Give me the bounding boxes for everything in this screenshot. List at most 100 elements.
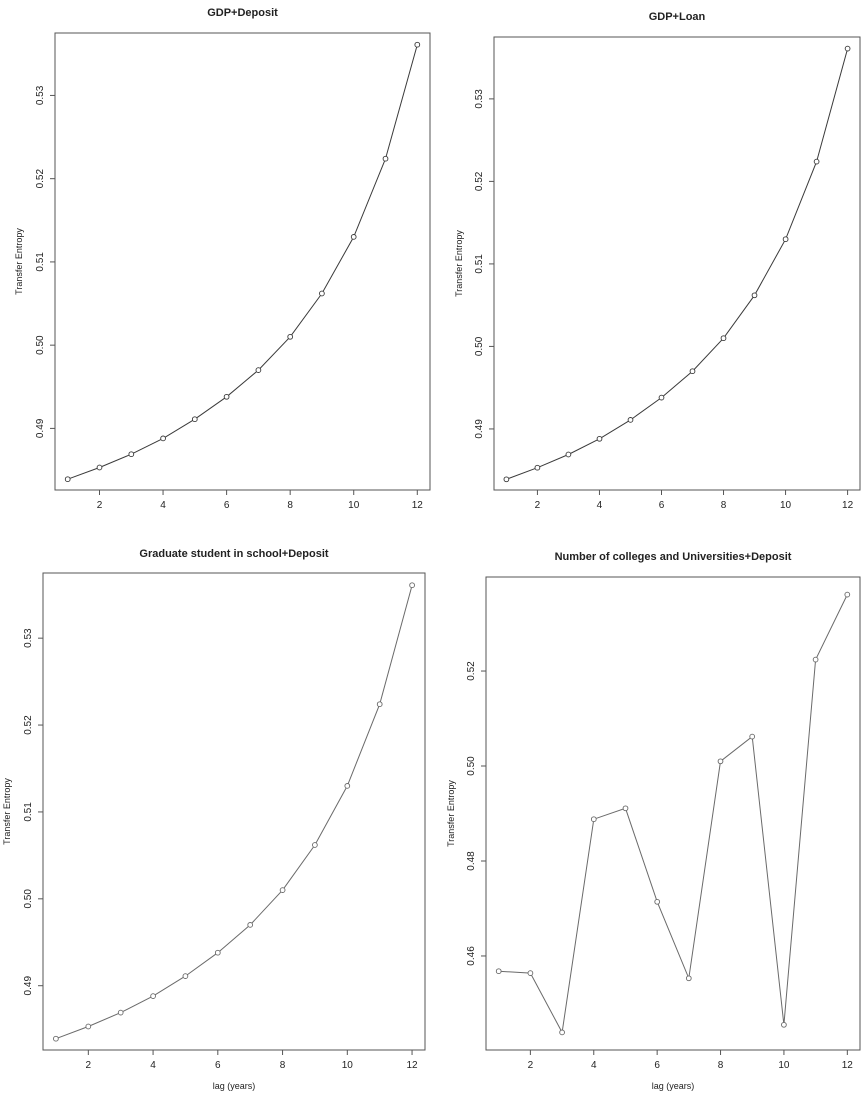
y-tick-label: 0.53 — [474, 89, 485, 109]
plot-frame — [493, 36, 861, 491]
y-tick-label: 0.46 — [466, 946, 477, 966]
data-point — [495, 968, 502, 975]
x-tick-label: 8 — [721, 500, 727, 511]
y-tick-label: 0.50 — [35, 335, 46, 355]
data-point — [191, 416, 198, 423]
x-tick-label: 6 — [654, 1060, 660, 1071]
chart-title: Graduate student in school+Deposit — [139, 548, 329, 560]
x-tick-label: 6 — [659, 500, 665, 511]
y-tick-label: 0.49 — [474, 419, 485, 439]
y-tick-label: 0.50 — [23, 889, 34, 909]
data-point — [596, 435, 603, 442]
data-point — [685, 975, 692, 982]
data-point — [255, 367, 262, 373]
data-point — [85, 1023, 92, 1030]
data-point — [223, 393, 230, 400]
data-point — [150, 993, 156, 999]
y-tick-label: 0.51 — [35, 252, 46, 272]
x-tick-label: 10 — [780, 500, 792, 511]
x-tick-label: 2 — [535, 500, 541, 511]
x-tick-label: 12 — [412, 500, 424, 511]
data-point — [503, 476, 510, 483]
data-point — [717, 758, 724, 765]
plot-frame — [42, 572, 426, 1051]
data-point — [565, 451, 572, 458]
data-point — [627, 417, 634, 423]
data-point — [534, 464, 541, 471]
y-tick-label: 0.53 — [23, 628, 34, 648]
x-axis-label: lag (years) — [652, 1081, 695, 1091]
x-tick-label: 12 — [842, 1060, 854, 1071]
series-line — [498, 594, 848, 1034]
data-point — [279, 887, 286, 893]
y-tick-label: 0.51 — [23, 802, 34, 822]
x-tick-label: 4 — [150, 1060, 156, 1071]
y-tick-label: 0.52 — [35, 169, 46, 189]
series-line — [506, 48, 849, 480]
chart-panel-1: GDP+Deposit Transfer Entropy 2 4 6 8 10 12 0.49 0… — [14, 7, 431, 511]
data-point — [813, 158, 820, 165]
data-point — [319, 290, 325, 297]
y-tick-label: 0.52 — [466, 661, 477, 681]
chart-panel-3: Graduate student in school+Deposit Transf… — [2, 548, 426, 1091]
data-point — [350, 234, 357, 240]
data-point — [658, 394, 665, 401]
y-axis-label: Transfer Entropy — [2, 778, 12, 845]
y-tick-label: 0.52 — [23, 715, 34, 735]
y-axis-label: Transfer Entropy — [14, 228, 24, 295]
data-point — [844, 591, 851, 598]
x-tick-label: 6 — [224, 500, 230, 511]
x-tick-label: 4 — [597, 500, 603, 511]
data-point — [117, 1009, 124, 1016]
data-point — [376, 701, 383, 708]
y-tick-label: 0.48 — [466, 851, 477, 871]
series-line — [55, 585, 413, 1040]
data-point — [312, 842, 318, 848]
x-tick-label: 2 — [97, 500, 103, 511]
x-tick-label: 4 — [160, 500, 166, 511]
x-tick-label: 4 — [591, 1060, 597, 1071]
plot-frame — [485, 576, 861, 1051]
y-tick-label: 0.50 — [474, 336, 485, 356]
chart-panel-2: GDP+Loan Transfer Entropy 2 4 6 8 10 12 0.49 0.50… — [454, 11, 861, 511]
data-point — [844, 45, 851, 52]
x-tick-label: 2 — [86, 1060, 92, 1071]
y-tick-label: 0.51 — [474, 254, 485, 274]
chart-title: GDP+Loan — [649, 11, 706, 23]
y-tick-label: 0.49 — [35, 418, 46, 438]
x-tick-label: 12 — [842, 500, 854, 511]
data-point — [214, 949, 221, 956]
x-tick-label: 8 — [280, 1060, 286, 1071]
data-point — [53, 1035, 59, 1042]
data-point — [128, 451, 135, 458]
data-point — [96, 464, 103, 471]
data-point — [751, 292, 758, 299]
x-tick-label: 2 — [528, 1060, 534, 1071]
data-point — [749, 733, 756, 740]
x-tick-label: 8 — [718, 1060, 724, 1071]
data-point — [344, 783, 351, 789]
x-tick-label: 12 — [406, 1060, 418, 1071]
data-point — [654, 898, 661, 905]
data-point — [247, 922, 254, 928]
data-point — [590, 816, 597, 823]
y-axis-label: Transfer Entropy — [454, 230, 464, 297]
x-tick-label: 8 — [287, 500, 293, 511]
y-axis-label: Transfer Entropy — [446, 780, 456, 847]
y-tick-label: 0.49 — [23, 976, 34, 996]
data-point — [720, 335, 727, 342]
x-tick-label: 10 — [342, 1060, 354, 1071]
data-point — [812, 656, 819, 663]
data-point — [64, 476, 71, 483]
plot-frame — [54, 32, 431, 491]
chart-title: GDP+Deposit — [207, 7, 278, 19]
y-tick-label: 0.52 — [474, 171, 485, 191]
y-tick-label: 0.53 — [35, 85, 46, 105]
data-point — [527, 970, 534, 976]
data-point — [781, 1021, 787, 1028]
x-tick-label: 10 — [778, 1060, 790, 1071]
chart-panel-4: Number of colleges and Universities+Depo… — [446, 551, 861, 1091]
x-tick-label: 6 — [215, 1060, 221, 1071]
data-point — [689, 368, 696, 375]
